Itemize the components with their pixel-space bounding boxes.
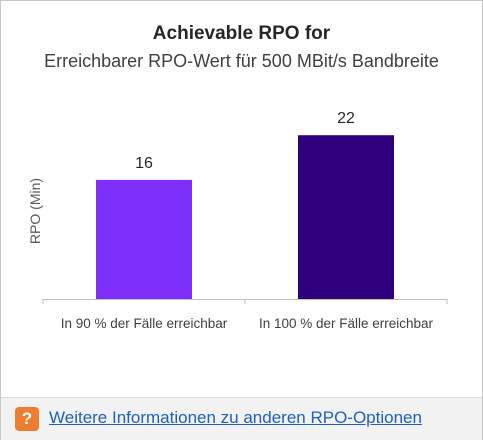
data-label-2: 22	[337, 110, 355, 127]
category-label-1: In 90 % der Fälle erreichbar	[61, 316, 228, 331]
more-info-link[interactable]: Weitere Informationen zu anderen RPO-Opt…	[49, 408, 422, 427]
chart-subtitle: Erreichbarer RPO-Wert für 500 MBit/s Ban…	[44, 51, 439, 71]
help-footer: ? Weitere Informationen zu anderen RPO-O…	[1, 397, 482, 440]
bar-2	[298, 135, 394, 299]
category-label-2: In 100 % der Fälle erreichbar	[259, 316, 434, 331]
bar-chart: 16 In 90 % der Fälle erreichbar 22 In 100 %…	[42, 110, 448, 331]
chart-title: Achievable RPO for	[152, 23, 331, 44]
data-label-1: 16	[135, 155, 153, 172]
question-mark-icon[interactable]: ?	[15, 407, 39, 431]
bar-1	[96, 179, 192, 299]
